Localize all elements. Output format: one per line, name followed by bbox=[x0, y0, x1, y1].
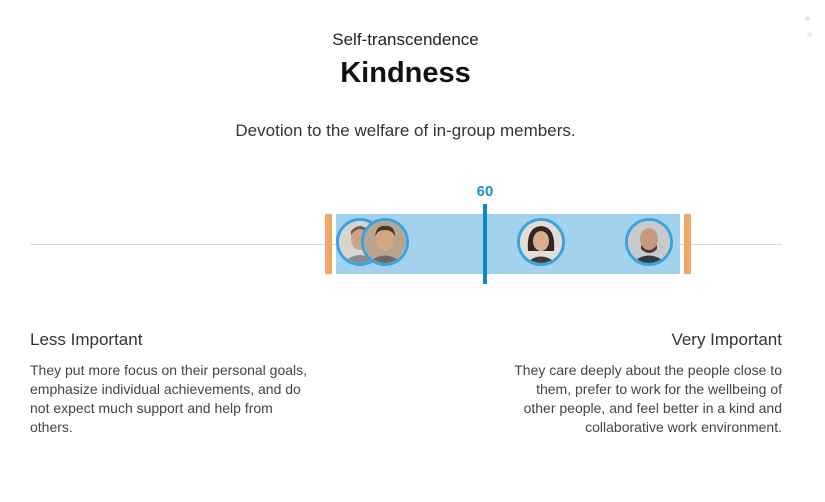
person-icon bbox=[364, 221, 406, 263]
importance-scale: 60 bbox=[30, 182, 782, 286]
score-label: 60 bbox=[476, 183, 494, 200]
low-importance-description: They put more focus on their personal go… bbox=[30, 362, 308, 435]
person-icon bbox=[520, 221, 562, 263]
value-title: Kindness bbox=[340, 57, 471, 89]
avatar[interactable] bbox=[625, 218, 673, 266]
score-marker bbox=[483, 204, 487, 284]
decorative-dot bbox=[807, 32, 812, 37]
avatar[interactable] bbox=[361, 218, 409, 266]
person-icon bbox=[628, 221, 670, 263]
decorative-dot bbox=[805, 16, 810, 21]
avatar[interactable] bbox=[517, 218, 565, 266]
high-importance-title: Very Important bbox=[671, 330, 782, 349]
value-description: Devotion to the welfare of in-group memb… bbox=[235, 121, 576, 140]
range-max-marker bbox=[684, 214, 691, 274]
value-category: Self-transcendence bbox=[332, 30, 479, 49]
range-min-marker bbox=[325, 214, 332, 274]
low-importance-title: Less Important bbox=[30, 330, 143, 349]
high-importance-description: They care deeply about the people close … bbox=[514, 362, 782, 435]
